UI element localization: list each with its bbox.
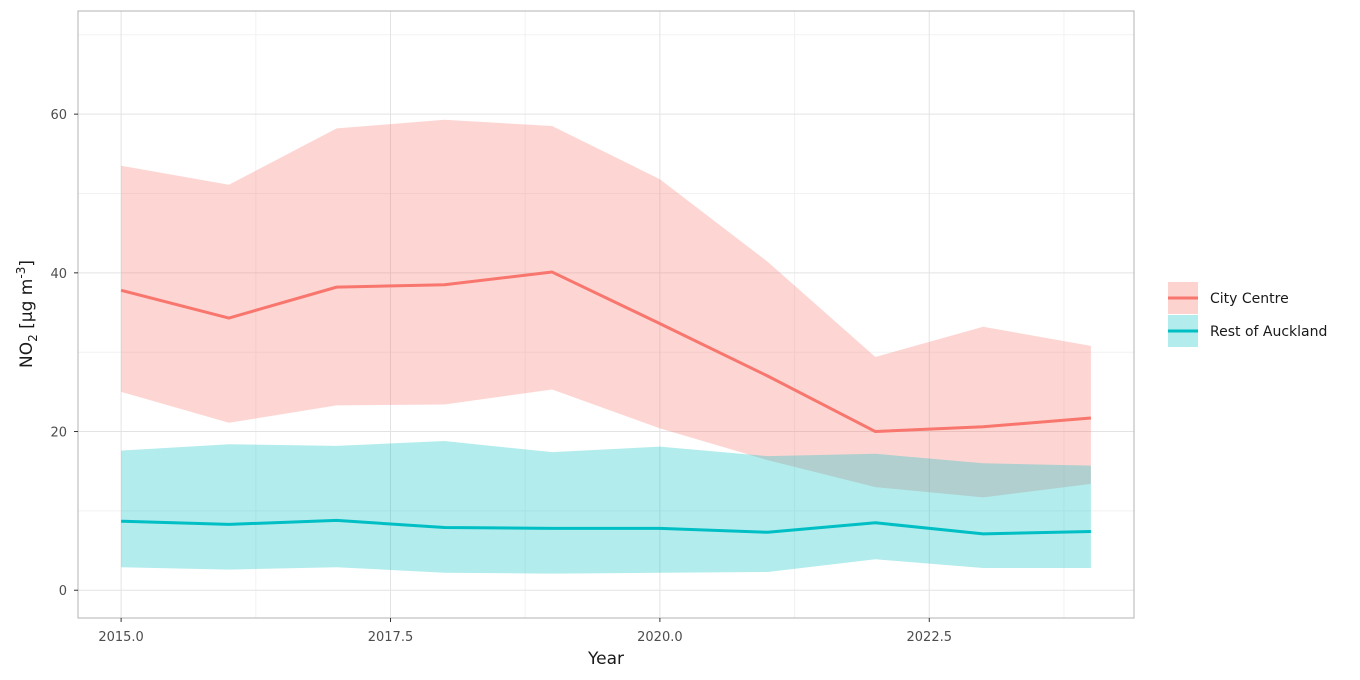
y-axis-title-unit: [µg m <box>17 279 37 335</box>
y-axis-title: NO2 [µg m-3] <box>14 260 40 368</box>
x-tick-label-0: 2015.0 <box>98 630 144 645</box>
legend: City Centre Rest of Auckland <box>1168 282 1327 347</box>
confidence-ribbons <box>121 119 1091 574</box>
legend-label-rest-of-auckland: Rest of Auckland <box>1210 324 1327 340</box>
legend-item-city-centre: City Centre <box>1168 282 1289 314</box>
legend-label-city-centre: City Centre <box>1210 291 1289 307</box>
series-lines <box>120 270 1092 536</box>
y-axis-title-unit-close: ] <box>17 260 37 267</box>
x-tick-label-1: 2017.5 <box>368 630 414 645</box>
y-tick-label-1: 20 <box>50 426 67 441</box>
series-line-city-centre <box>120 270 1092 434</box>
x-tick-label-3: 2022.5 <box>907 630 953 645</box>
grid-minor <box>78 11 1134 618</box>
y-axis-title-superscript: -3 <box>14 267 28 279</box>
y-axis-title-subscript: 2 <box>26 334 40 342</box>
series-line-rest-of-auckland <box>121 518 1091 536</box>
x-axis-title: Year <box>587 649 624 669</box>
plot-background <box>78 11 1134 618</box>
legend-item-rest-of-auckland: Rest of Auckland <box>1168 315 1327 347</box>
ribbon-rest-of-auckland <box>121 441 1091 574</box>
plot-border <box>77 10 1135 619</box>
grid-major <box>78 11 1134 618</box>
ribbon-city-centre <box>121 119 1091 498</box>
y-axis-title-base: NO <box>17 342 37 368</box>
x-tick-label-2: 2020.0 <box>637 630 683 645</box>
y-axis: 0 20 40 60 <box>50 108 78 599</box>
y-tick-label-0: 0 <box>59 584 67 599</box>
x-axis: 2015.0 2017.5 2020.0 2022.5 <box>98 618 952 645</box>
y-tick-label-3: 60 <box>50 108 67 123</box>
y-tick-label-2: 40 <box>50 267 67 282</box>
